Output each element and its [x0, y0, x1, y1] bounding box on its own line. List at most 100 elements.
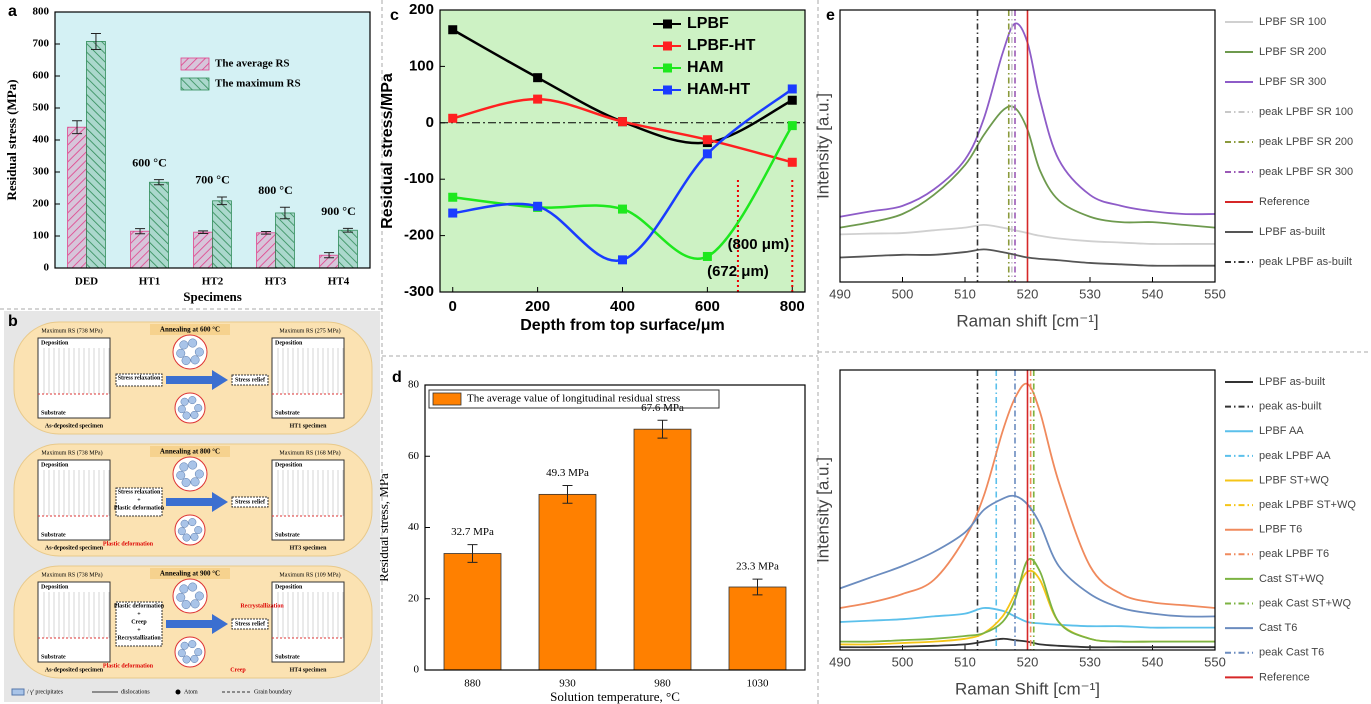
specimen-name: As-deposited specimen: [45, 545, 104, 551]
result: Stress relief: [235, 499, 266, 505]
y-tick-label: 0: [44, 262, 50, 274]
point-marker: [702, 135, 712, 145]
step-title: Annealing at 800 °C: [160, 448, 220, 456]
layer-label: Deposition: [41, 340, 69, 346]
x-tick-label: HT2: [202, 276, 224, 288]
legend-label: LPBF SR 100: [1259, 16, 1326, 28]
point-marker: [702, 149, 712, 159]
precipitate: [190, 477, 200, 487]
series-line: [839, 22, 1216, 218]
legend-label: peak LPBF SR 100: [1259, 106, 1353, 118]
specimen-name: HT3 specimen: [290, 545, 327, 551]
legend-label: / γ' precipitates: [27, 689, 64, 695]
error-bar: [324, 252, 335, 259]
error-bar: [153, 179, 164, 186]
x-axis-label: Solution temperature, °C: [550, 689, 680, 704]
x-tick-label: 540: [1142, 286, 1164, 301]
rs-label: Maximum RS (738 MPa): [41, 449, 102, 456]
bar: [338, 229, 358, 269]
precipitate: [176, 348, 186, 358]
error-bar: [198, 230, 209, 234]
precipitate: [194, 347, 204, 357]
precipitate: [188, 582, 198, 592]
precipitate: [181, 600, 191, 610]
series-line: [839, 637, 1215, 649]
plot-frame: [839, 9, 1216, 283]
value-label: 49.3 MPa: [546, 467, 589, 479]
legend-label: LPBF AA: [1259, 425, 1304, 437]
x-tick-label: 1030: [747, 678, 770, 690]
layer-label: Deposition: [41, 584, 69, 590]
x-tick-label: 500: [892, 286, 914, 301]
x-tick-label: 200: [525, 298, 550, 315]
precipitate: [190, 410, 199, 419]
legend-label: LPBF as-built: [1259, 376, 1325, 388]
precipitate: [180, 397, 189, 406]
precipitate: [177, 649, 186, 658]
bar: [256, 232, 276, 269]
process-arrow: [166, 614, 228, 634]
legend-label: HAM-HT: [687, 81, 750, 98]
bar: [130, 230, 150, 269]
y-tick-label: -200: [404, 227, 434, 244]
x-axis-label: Specimens: [183, 289, 242, 304]
bar: [86, 41, 106, 269]
error-bar: [657, 419, 668, 439]
precipitate: [190, 532, 199, 541]
precipitate: [179, 340, 189, 350]
precipitate: [179, 584, 189, 594]
category-note: 600 °C: [132, 155, 166, 169]
mechanism-box: [115, 601, 163, 647]
legend-label: LPBF T6: [1259, 524, 1302, 536]
mechanism-note: Creep: [230, 667, 246, 673]
point-marker: [618, 204, 627, 214]
legend-label: LPBF SR 200: [1259, 46, 1326, 58]
point-marker: [448, 208, 458, 218]
legend-label: peak Cast ST+WQ: [1259, 597, 1351, 609]
series-line: [839, 557, 1215, 643]
layer-label: Substrate: [275, 410, 300, 416]
legend-label: peak LPBF SR 200: [1259, 136, 1353, 148]
legend-label: Atom: [184, 689, 198, 695]
x-tick-label: DED: [75, 276, 98, 288]
legend-swatch: [180, 57, 210, 71]
rs-label: Maximum RS (168 MPa): [279, 449, 340, 456]
y-tick-label: 400: [33, 134, 50, 146]
plot-frame: [424, 384, 806, 671]
y-tick-label: 700: [33, 38, 50, 50]
bar: [443, 553, 502, 671]
layer-label: Deposition: [275, 462, 303, 468]
plot-frame: [54, 11, 371, 269]
category-note: 900 °C: [321, 204, 355, 218]
panel-label: b: [8, 313, 18, 330]
x-tick-label: 510: [954, 654, 976, 669]
title-box: [150, 324, 230, 335]
y-tick-label: 200: [409, 1, 434, 18]
result-box: [231, 374, 269, 386]
legend-frame: [428, 389, 720, 409]
process-arrow: [166, 492, 228, 512]
y-tick-label: 80: [408, 379, 420, 391]
precipitate: [188, 518, 197, 527]
point-marker: [702, 251, 712, 261]
legend-label: Cast ST+WQ: [1259, 573, 1325, 585]
title-box: [150, 446, 230, 457]
layer-label: Substrate: [41, 654, 66, 660]
rs-label: Maximum RS (738 MPa): [41, 327, 102, 334]
point-marker: [787, 157, 797, 167]
y-tick-label: 60: [408, 450, 420, 462]
plot-frame: [439, 9, 806, 293]
precipitate: [194, 404, 203, 412]
error-bar: [562, 484, 573, 504]
x-tick-label: 530: [1079, 654, 1101, 669]
mechanism: Plastic deformation: [114, 505, 165, 511]
series-line: [839, 607, 1215, 629]
result: Stress relief: [235, 377, 266, 383]
legend-label: peak as-built: [1259, 401, 1321, 413]
error-bar: [90, 32, 101, 50]
x-tick-label: 400: [610, 298, 635, 315]
x-tick-label: 530: [1079, 286, 1101, 301]
x-tick-label: HT1: [139, 276, 160, 288]
legend-label: LPBF as-built: [1259, 226, 1325, 238]
x-tick-label: 510: [954, 286, 976, 301]
